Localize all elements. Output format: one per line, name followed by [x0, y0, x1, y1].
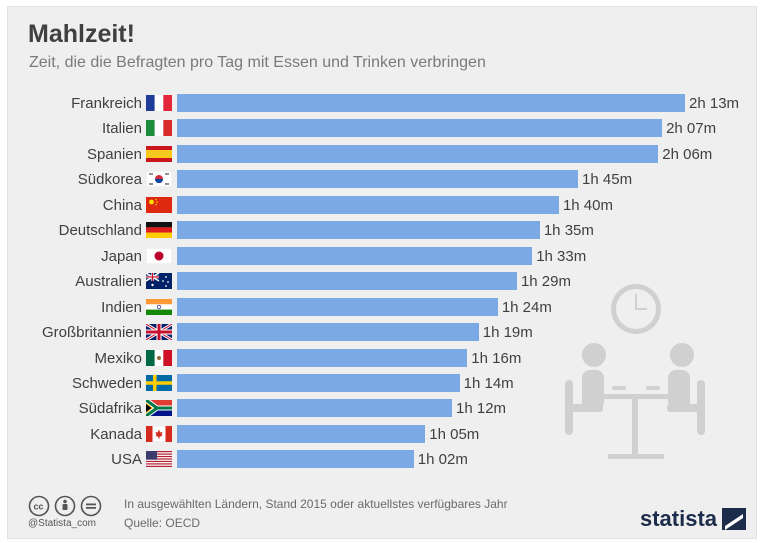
creative-commons-icons: cc [28, 495, 102, 517]
data-label: 1h 45m [582, 171, 633, 189]
category-label: Mexiko [94, 349, 142, 367]
bar [177, 144, 659, 163]
bar [177, 348, 468, 367]
data-label: 1h 24m [501, 298, 552, 316]
category-label: Italien [101, 120, 142, 138]
jp-flag-icon [145, 247, 173, 264]
us-flag-icon [146, 451, 172, 468]
mx-flag-icon [146, 349, 172, 366]
category-label: USA [111, 451, 142, 469]
data-label: 1h 33m [536, 247, 587, 265]
bar [177, 221, 540, 240]
category-label: Südafrika [78, 400, 142, 418]
bar [177, 246, 533, 265]
data-label: 1h 12m [456, 400, 507, 418]
de-flag-icon [146, 222, 172, 239]
chart-title: Mahlzeit! [28, 20, 135, 48]
bar [177, 119, 663, 138]
bar [177, 195, 559, 214]
za-flag-icon [144, 398, 172, 419]
category-label: Spanien [86, 145, 142, 163]
data-label: 1h 14m [463, 374, 514, 392]
kr-flag-icon [145, 171, 173, 188]
data-label: 1h 05m [429, 425, 480, 443]
bar [177, 323, 479, 342]
statista-credit: @Statista_com [28, 518, 96, 529]
in-flag-icon [146, 298, 172, 315]
category-label: Frankreich [71, 95, 142, 112]
svg-text:cc: cc [34, 502, 44, 512]
statista-logo-icon [722, 508, 746, 530]
data-label: 2h 06m [662, 145, 713, 163]
data-label: 1h 29m [520, 273, 571, 291]
data-label: 2h 07m [666, 120, 717, 138]
data-label: 1h 16m [471, 349, 522, 367]
category-label: Indien [101, 298, 142, 316]
cn-flag-icon [146, 196, 172, 213]
category-label: Deutschland [58, 222, 142, 240]
category-label: Japan [101, 247, 142, 265]
data-label: 2h 13m [689, 95, 740, 112]
source-note: Quelle: OECD [124, 516, 201, 530]
bar [177, 94, 685, 112]
au-flag-icon [145, 272, 172, 290]
fr-flag-icon [146, 95, 172, 111]
bar [177, 424, 426, 443]
category-label: China [102, 196, 142, 214]
bar [177, 170, 579, 189]
category-label: Südkorea [77, 171, 142, 189]
bar [177, 297, 498, 316]
category-label: Schweden [71, 374, 142, 392]
bar [177, 272, 517, 291]
bar [177, 450, 414, 469]
se-flag-icon [146, 374, 172, 391]
chart-subtitle: Zeit, die die Befragten pro Tag mit Esse… [29, 54, 486, 71]
statista-logo[interactable]: statista [640, 506, 718, 531]
bar [177, 399, 452, 418]
data-label: 1h 35m [543, 222, 594, 240]
category-label: Kanada [90, 425, 142, 443]
data-label: 1h 02m [417, 451, 468, 469]
es-flag-icon [146, 145, 172, 162]
data-label: 1h 19m [482, 324, 533, 342]
bar [177, 373, 460, 392]
category-label: Großbritannien [41, 324, 142, 342]
it-flag-icon [146, 120, 172, 137]
gb-flag-icon [145, 322, 173, 342]
category-label: Australien [75, 273, 142, 291]
dining-illustration-icon [565, 284, 705, 459]
ca-flag-icon [145, 425, 173, 443]
footnote: In ausgewählten Ländern, Stand 2015 oder… [124, 497, 508, 511]
data-label: 1h 40m [562, 196, 613, 214]
